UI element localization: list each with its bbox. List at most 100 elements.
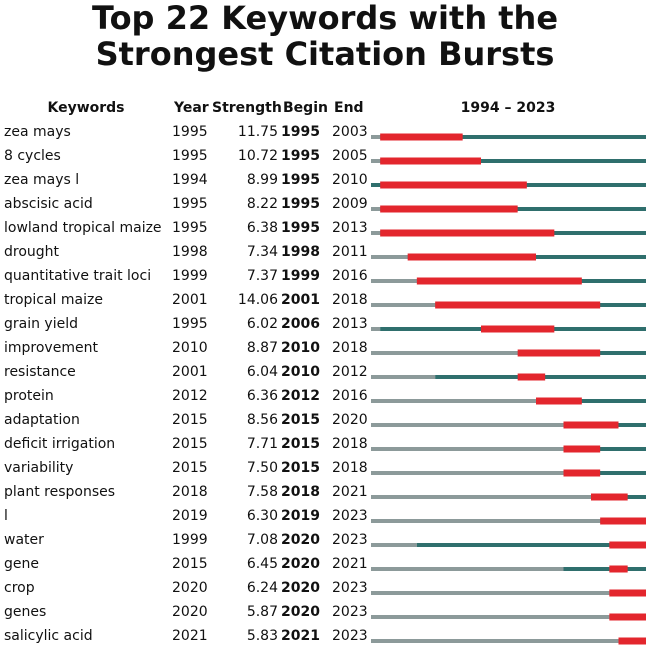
column-header: Keywords: [47, 100, 124, 116]
burst-segment: [591, 493, 628, 501]
keyword: deficit irrigation: [4, 436, 115, 452]
burst-segment: [380, 133, 463, 141]
begin: 2020: [281, 532, 320, 548]
strength: 8.22: [247, 196, 278, 212]
begin: 1995: [281, 172, 320, 188]
keyword: lowland tropical maize: [4, 220, 162, 236]
strength: 11.75: [238, 124, 278, 140]
end: 2018: [332, 436, 368, 452]
before-segment: [371, 375, 436, 379]
strength: 7.50: [247, 460, 278, 476]
end: 2016: [332, 388, 368, 404]
burst-segment: [416, 277, 582, 285]
burst-segment: [563, 421, 619, 429]
begin: 2015: [281, 460, 320, 476]
column-header: Strength: [212, 100, 282, 116]
before-segment: [371, 615, 610, 619]
begin: 1999: [281, 268, 320, 284]
column-header: End: [334, 100, 364, 116]
keyword: abscisic acid: [4, 196, 93, 212]
year: 1995: [172, 316, 208, 332]
active-segment: [416, 543, 646, 547]
keyword: adaptation: [4, 412, 80, 428]
end: 2021: [332, 484, 368, 500]
burst-segment: [435, 301, 601, 309]
year: 1995: [172, 124, 208, 140]
column-header: Year: [173, 100, 209, 116]
keyword: resistance: [4, 364, 76, 380]
chart-title: Top 22 Keywords with the Strongest Citat…: [91, 0, 559, 73]
before-segment: [371, 303, 436, 307]
burst-segment: [609, 541, 646, 549]
burst-segment: [380, 157, 481, 165]
year: 2015: [172, 460, 208, 476]
burst-segment: [618, 637, 646, 645]
strength: 6.36: [247, 388, 278, 404]
end: 2020: [332, 412, 368, 428]
before-segment: [371, 471, 564, 475]
keyword: salicylic acid: [4, 628, 93, 644]
begin: 2020: [281, 580, 320, 596]
end: 2023: [332, 508, 368, 524]
strength: 6.30: [247, 508, 278, 524]
begin: 2015: [281, 412, 320, 428]
begin: 1995: [281, 148, 320, 164]
year: 2020: [172, 604, 208, 620]
strength: 7.71: [247, 436, 278, 452]
burst-segment: [600, 517, 646, 525]
year: 2019: [172, 508, 208, 524]
begin: 1995: [281, 220, 320, 236]
year: 1995: [172, 196, 208, 212]
keyword: genes: [4, 604, 46, 620]
keyword: l: [4, 508, 8, 524]
begin: 2018: [281, 484, 320, 500]
before-segment: [371, 351, 518, 355]
begin: 2019: [281, 508, 320, 524]
strength: 6.45: [247, 556, 278, 572]
begin: 2012: [281, 388, 320, 404]
active-segment: [563, 447, 646, 451]
begin: 2015: [281, 436, 320, 452]
keyword: drought: [4, 244, 60, 260]
year: 1998: [172, 244, 208, 260]
end: 2021: [332, 556, 368, 572]
year: 2015: [172, 556, 208, 572]
year: 2015: [172, 412, 208, 428]
keyword: tropical maize: [4, 292, 103, 308]
before-segment: [371, 639, 619, 643]
end: 2023: [332, 580, 368, 596]
burst-segment: [380, 229, 555, 237]
before-segment: [371, 207, 381, 211]
begin: 2010: [281, 340, 320, 356]
begin: 2006: [281, 316, 320, 332]
strength: 7.34: [247, 244, 278, 260]
strength: 5.83: [247, 628, 278, 644]
begin: 2020: [281, 604, 320, 620]
keyword: variability: [4, 460, 73, 476]
end: 2018: [332, 460, 368, 476]
strength: 8.99: [247, 172, 278, 188]
end: 2003: [332, 124, 368, 140]
year: 2010: [172, 340, 208, 356]
year: 2020: [172, 580, 208, 596]
end: 2023: [332, 604, 368, 620]
strength: 6.04: [247, 364, 278, 380]
burst-segment: [481, 325, 555, 333]
active-segment: [380, 159, 646, 163]
year: 2018: [172, 484, 208, 500]
active-segment: [563, 471, 646, 475]
begin: 1998: [281, 244, 320, 260]
keyword: water: [4, 532, 44, 548]
before-segment: [371, 135, 381, 139]
year: 1994: [172, 172, 208, 188]
strength: 7.08: [247, 532, 278, 548]
column-header: Begin: [283, 100, 328, 116]
year: 1995: [172, 148, 208, 164]
before-segment: [371, 231, 381, 235]
end: 2011: [332, 244, 368, 260]
burst-segment: [407, 253, 536, 261]
before-segment: [371, 279, 417, 283]
strength: 7.58: [247, 484, 278, 500]
